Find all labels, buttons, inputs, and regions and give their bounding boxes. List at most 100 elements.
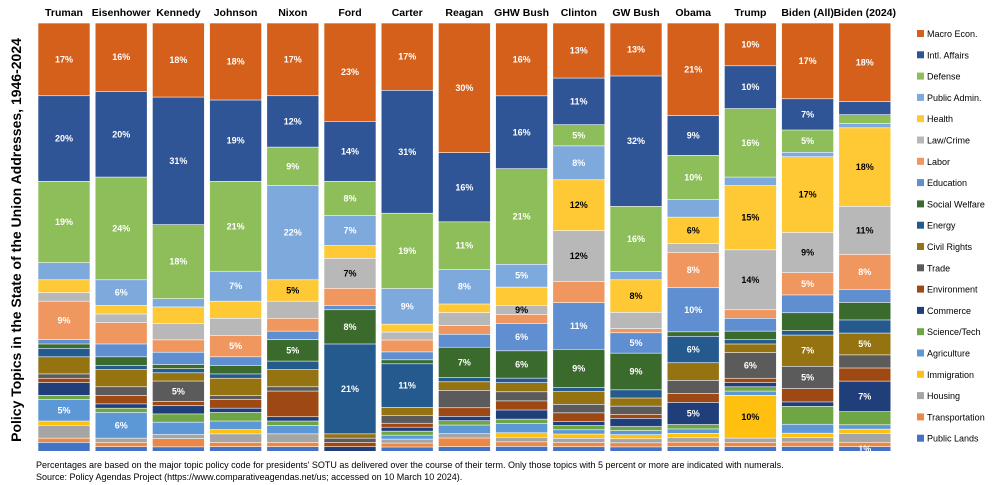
bar-segment-reagan-trade [438,390,491,409]
legend-label-law-crime: Law/Crime [927,136,970,146]
bar-segment-kennedy-defense [152,224,205,300]
data-label-nixon-intl-affairs: 12% [284,116,302,126]
category-label-ford: Ford [338,7,361,19]
bar-segment-gw-bush-agriculture [609,430,663,436]
legend-label-science-tech: Science/Tech [927,327,981,337]
bar-segment-trump-public-lands [724,446,777,452]
bar-segment-eisenhower-housing [94,437,148,444]
bar-segment-carter-law-crime [380,331,434,341]
bar-segment-biden-all-education [781,294,834,314]
data-label-obama-health: 6% [687,225,700,235]
legend-label-health: Health [927,114,953,124]
bar-segment-ford-education [323,305,377,311]
bar-segment-truman-transportation [37,437,91,444]
bar-segment-obama-public-admin [666,199,720,218]
bar-segment-trump-environment [724,377,777,384]
data-label-clinton-social-welfare: 9% [572,363,585,373]
bar-segment-carter-public-lands [380,446,434,452]
bar-segment-gw-bush-macro-econ [609,22,663,77]
data-label-reagan-public-admin: 8% [458,282,471,292]
bar-segment-ghw-bush-intl-affairs [495,95,548,170]
legend-label-education: Education [927,178,967,188]
legend-swatch-intl-affairs [917,51,924,59]
bar-segment-biden-all-civil-rights [781,334,834,367]
data-label-reagan-social-welfare: 7% [458,357,471,367]
category-label-reagan: Reagan [445,7,483,19]
legend-swatch-transportation [917,413,924,421]
data-label-clinton-intl-affairs: 11% [570,96,588,106]
data-label-reagan-defense: 11% [456,241,474,251]
data-label-biden-2024-commerce: 7% [858,391,871,401]
category-label-kennedy: Kennedy [156,7,201,19]
bar-segment-biden-2024-science-tech [838,411,892,426]
data-label-ghw-bush-law-crime: 9% [515,305,528,315]
data-label-eisenhower-public-admin: 6% [115,288,128,298]
category-label-trump: Trump [734,7,766,19]
category-label-eisenhower: Eisenhower [92,7,151,19]
bar-segment-gw-bush-intl-affairs [609,75,663,208]
bar-segment-truman-civil-rights [37,356,91,375]
data-label-trump-law-crime: 14% [741,275,759,285]
legend-swatch-housing [917,392,924,400]
category-label-biden-2024: Biden (2024) [834,7,896,19]
bar-segment-biden-all-science-tech [781,406,834,425]
data-label-biden-all-law-crime: 9% [801,248,814,258]
bar-segment-johnson-public-admin [209,270,262,302]
category-label-obama: Obama [675,7,711,19]
bar-segment-gw-bush-energy [609,389,663,399]
data-label-ford-energy: 21% [341,384,359,394]
bar-segment-biden-all-housing [781,437,834,443]
bar-segment-biden-all-law-crime [781,232,834,274]
bar-segment-nixon-education [266,330,320,341]
bar-segment-johnson-science-tech [209,412,262,422]
data-label-johnson-defense: 21% [227,221,245,231]
category-label-gw-bush: GW Bush [612,7,659,19]
bar-segment-obama-science-tech [666,424,720,430]
data-label-carter-intl-affairs: 31% [398,147,416,157]
bar-segment-carter-agriculture [380,434,434,440]
data-label-ghw-bush-public-admin: 5% [515,271,528,281]
bar-segment-truman-macro-econ [37,22,91,97]
bar-segment-truman-environment [37,377,91,384]
footnote: Percentages are based on the major topic… [36,460,784,470]
bar-segment-trump-intl-affairs [724,65,777,110]
bar-segment-biden-2024-education [838,289,892,304]
bar-segment-johnson-intl-affairs [209,99,262,182]
bar-segment-kennedy-agriculture [152,421,205,436]
data-label-clinton-public-admin: 8% [572,158,585,168]
bar-segment-truman-social-welfare [37,343,91,349]
data-label-carter-macro-econ: 17% [398,52,416,62]
bar-segment-biden-2024-public-lands [838,446,892,452]
bar-segment-reagan-agriculture [438,424,491,435]
bar-segment-kennedy-law-crime [152,323,205,341]
data-label-eisenhower-intl-affairs: 20% [112,129,130,139]
bar-segment-kennedy-public-lands [152,446,205,452]
legend-label-immigration: Immigration [927,370,974,380]
data-label-gw-bush-intl-affairs: 32% [627,136,645,146]
bar-segment-nixon-housing [266,433,320,444]
legend-swatch-trade [917,264,924,272]
data-label-biden-all-trade: 5% [801,372,814,382]
bar-segment-obama-trade [666,380,720,395]
category-label-johnson: Johnson [214,7,258,19]
bar-segment-eisenhower-education [94,343,148,358]
legend-swatch-macro-econ [917,30,924,37]
bar-segment-trump-housing [724,437,777,444]
data-label-eisenhower-defense: 24% [112,223,130,233]
bar-segment-reagan-law-crime [438,312,491,327]
data-label-kennedy-macro-econ: 18% [169,55,187,65]
legend-swatch-social-welfare [917,200,924,208]
bar-segment-truman-public-admin [37,262,91,281]
bar-segment-ford-social-welfare [323,309,377,345]
bar-segment-clinton-environment [552,412,606,422]
data-label-eisenhower-agriculture: 6% [115,420,128,430]
bar-segment-reagan-labor [438,325,491,335]
bar-segment-truman-law-crime [37,292,91,302]
data-label-ghw-bush-macro-econ: 16% [513,54,531,64]
data-label-biden-2024-health: 18% [856,162,874,172]
bar-segment-eisenhower-energy [94,365,148,371]
bar-segment-nixon-law-crime [266,300,320,319]
bar-segment-gw-bush-environment [609,414,663,419]
data-label-ghw-bush-intl-affairs: 16% [513,127,531,137]
bar-segment-eisenhower-transportation [94,442,148,448]
